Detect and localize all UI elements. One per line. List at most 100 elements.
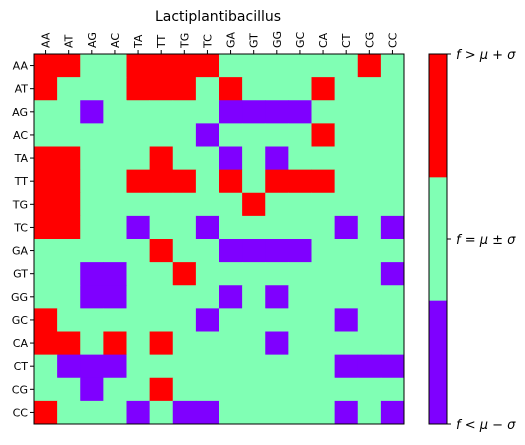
heatmap-cell-GC-AT <box>57 308 81 332</box>
heatmap-cell-GT-AA <box>34 262 58 286</box>
heatmap-cell-TG-AG <box>80 192 104 217</box>
heatmap-cell-TT-CC <box>380 169 405 194</box>
heatmap-cell-TT-GG <box>265 169 289 194</box>
heatmap-cell-CC-TC <box>195 400 220 425</box>
heatmap-cell-TT-TG <box>172 169 197 194</box>
heatmap-cell-TT-GT <box>242 169 266 194</box>
heatmap-cell-CC-GA <box>219 400 243 425</box>
heatmap-cell-AG-TG <box>172 100 197 124</box>
y-tick-label: TA <box>14 152 29 165</box>
heatmap-cell-GC-CC <box>380 308 405 332</box>
plot-frame <box>33 53 405 425</box>
heatmap-cell-AA-TA <box>126 54 151 78</box>
heatmap-cell-CC-AG <box>80 400 104 425</box>
heatmap-cell-AC-AC <box>103 123 127 147</box>
heatmap-cell-TA-CT <box>334 146 359 171</box>
heatmap-cell-CG-CA <box>311 377 336 402</box>
heatmap-cell-GA-CA <box>311 239 336 263</box>
heatmap-cell-CT-AG <box>80 354 104 379</box>
heatmap-cell-TG-CG <box>357 192 382 217</box>
heatmap-cell-AA-CG <box>357 54 382 78</box>
heatmap-cell-TC-GT <box>242 215 266 240</box>
heatmap-cell-AG-GT <box>242 100 266 124</box>
heatmap-cell-TA-GG <box>265 146 289 171</box>
heatmap-cell-CA-GC <box>288 331 312 356</box>
heatmap-cell-AA-CA <box>311 54 336 78</box>
heatmap-cell-AA-AC <box>103 54 127 78</box>
heatmap-cell-CC-AA <box>34 400 58 425</box>
heatmap-cell-AT-CA <box>311 77 336 101</box>
heatmap-cell-GT-GA <box>219 262 243 286</box>
heatmap-cell-AG-GG <box>265 100 289 124</box>
y-tick-label: TT <box>14 175 29 188</box>
heatmap-cell-GG-GG <box>265 285 289 309</box>
heatmap-cell-CT-GG <box>265 354 289 379</box>
heatmap-cell-GT-CT <box>334 262 359 286</box>
heatmap-cell-GG-TC <box>195 285 220 309</box>
heatmap-cell-TA-AT <box>57 146 81 171</box>
heatmap-cell-GT-AC <box>103 262 127 286</box>
y-tick-label: CT <box>14 360 29 373</box>
heatmap-cell-AT-CT <box>334 77 359 101</box>
heatmap-cell-GA-AT <box>57 239 81 263</box>
heatmap-cell-CC-CT <box>334 400 359 425</box>
heatmap-cell-AC-TC <box>195 123 220 147</box>
heatmap-cell-TA-TA <box>126 146 151 171</box>
heatmap-cell-TG-CC <box>380 192 405 217</box>
colorbar: f > μ + σ f = μ ± σ f < μ − σ <box>428 48 516 433</box>
heatmap-cell-CA-GA <box>219 331 243 356</box>
heatmap-cell-CA-TC <box>195 331 220 356</box>
heatmap-cell-AT-AC <box>103 77 127 101</box>
heatmap-cell-GC-CT <box>334 308 359 332</box>
heatmap-cell-CG-CT <box>334 377 359 402</box>
heatmap-cell-TC-TA <box>126 215 151 240</box>
heatmap-cell-CA-CG <box>357 331 382 356</box>
heatmap-cell-TC-AA <box>34 215 58 240</box>
y-tick-label: GT <box>13 268 28 281</box>
heatmap-cell-GA-GG <box>265 239 289 263</box>
heatmap-cell-CT-GA <box>219 354 243 379</box>
y-tick-label: TC <box>13 221 28 234</box>
heatmap-cell-AG-TA <box>126 100 151 124</box>
y-tick-label: AT <box>15 83 29 96</box>
heatmap-cell-AA-AG <box>80 54 104 78</box>
heatmap-cell-GT-CC <box>380 262 405 286</box>
heatmap-cell-TG-GT <box>242 192 266 217</box>
heatmap-cell-CA-TG <box>172 331 197 356</box>
heatmap-cell-GC-GC <box>288 308 312 332</box>
heatmap-cell-CC-CG <box>357 400 382 425</box>
heatmap-cell-CG-AT <box>57 377 81 402</box>
heatmap-cell-CT-AA <box>34 354 58 379</box>
heatmap-cell-TC-AG <box>80 215 104 240</box>
heatmap-cell-TC-CC <box>380 215 405 240</box>
heatmap-cell-CG-TT <box>149 377 174 402</box>
heatmap-cell-AT-GT <box>242 77 266 101</box>
heatmap-cell-TG-GG <box>265 192 289 217</box>
heatmap-cell-CC-CA <box>311 400 336 425</box>
heatmap-cell-CT-GT <box>242 354 266 379</box>
heatmap-cell-AA-CT <box>334 54 359 78</box>
heatmap-cell-AT-CC <box>380 77 405 101</box>
heatmap-cell-CC-TA <box>126 400 151 425</box>
heatmap-cell-TA-CA <box>311 146 336 171</box>
heatmap-cell-GG-TT <box>149 285 174 309</box>
heatmap-cell-AG-CT <box>334 100 359 124</box>
heatmap-cell-AG-AG <box>80 100 104 124</box>
heatmap-cell-TT-AA <box>34 169 58 194</box>
heatmap-cell-CT-TA <box>126 354 151 379</box>
heatmap-cell-TC-AT <box>57 215 81 240</box>
x-tick-label: AC <box>109 33 122 48</box>
heatmap-cell-GC-GT <box>242 308 266 332</box>
heatmap-cell-TG-CT <box>334 192 359 217</box>
heatmap-cell-AG-AA <box>34 100 58 124</box>
heatmap-cell-AC-GC <box>288 123 312 147</box>
heatmap-cell-GG-CG <box>357 285 382 309</box>
x-tick-label: CG <box>363 32 376 48</box>
heatmap-cell-CG-AG <box>80 377 104 402</box>
heatmap-cell-AA-GG <box>265 54 289 78</box>
heatmap-cell-GG-CC <box>380 285 405 309</box>
heatmap-cell-GT-CA <box>311 262 336 286</box>
heatmap-cell-CA-CA <box>311 331 336 356</box>
heatmap-cell-TG-TA <box>126 192 151 217</box>
